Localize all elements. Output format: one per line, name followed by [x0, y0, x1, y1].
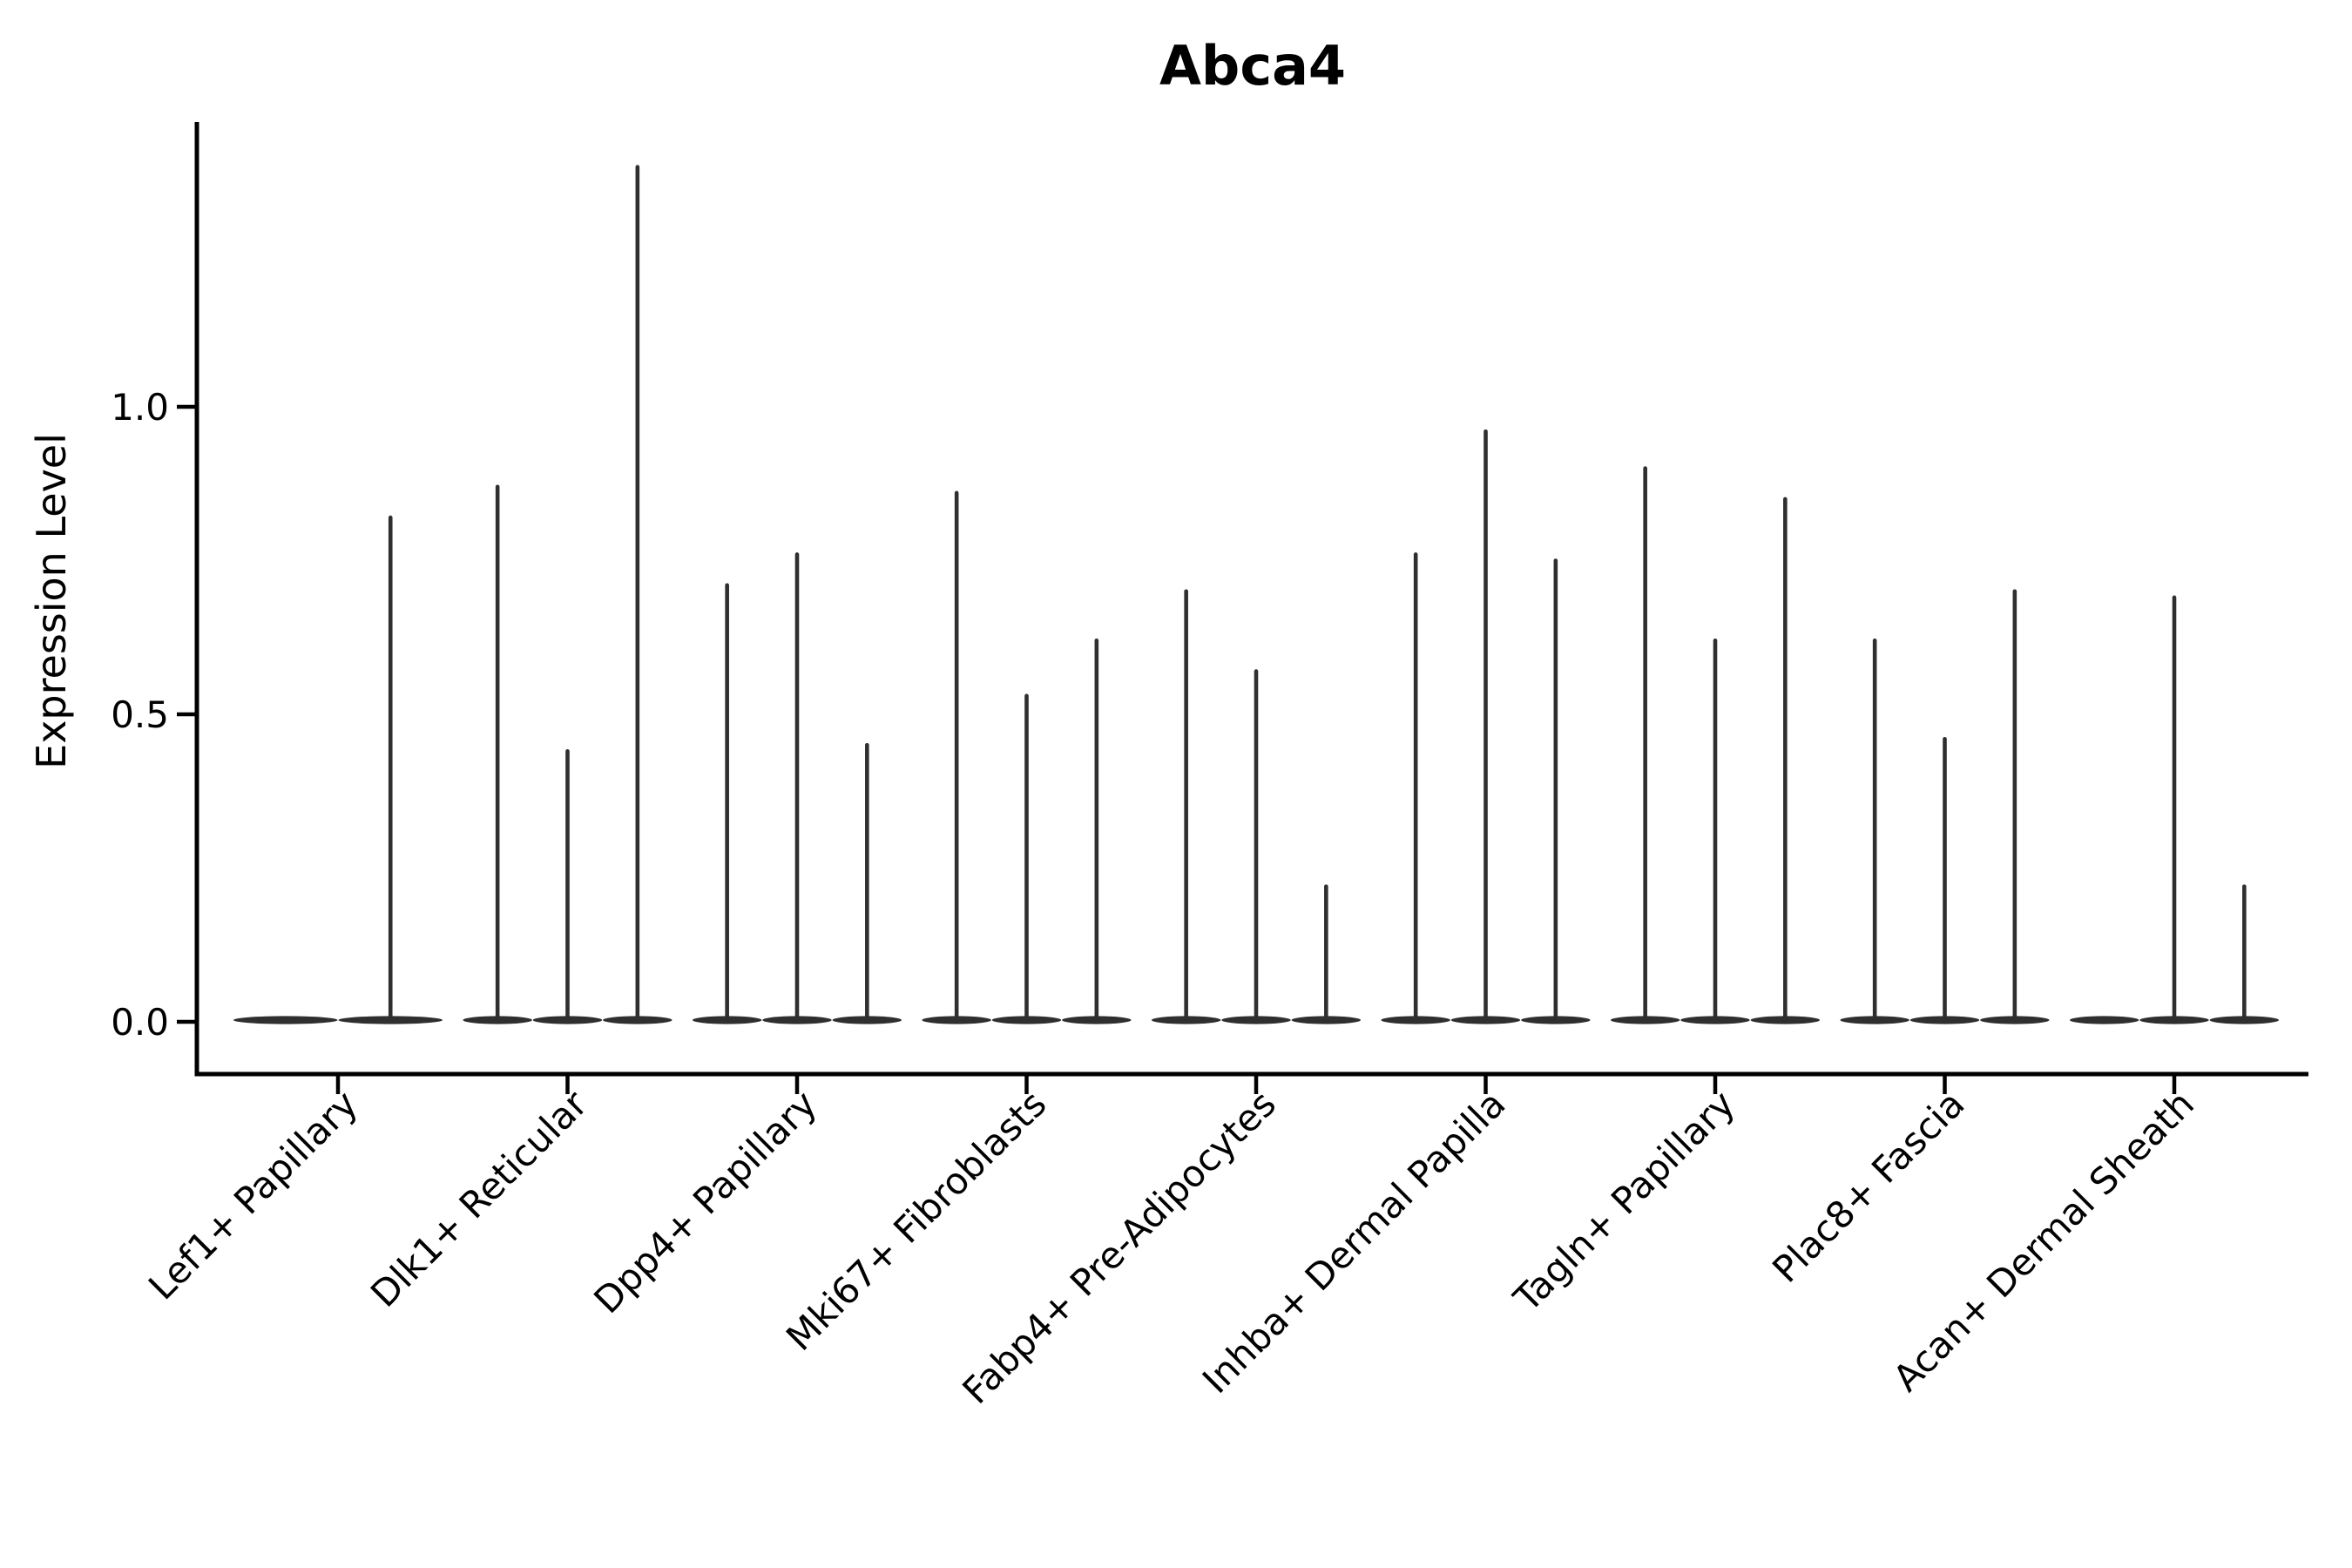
chart-title: Abca4: [1159, 34, 1346, 98]
violin-body: [2070, 1016, 2139, 1024]
x-tick-label: Tagln+ Papillary: [1505, 1082, 1743, 1320]
x-tick-label: Mki67+ Fibroblasts: [778, 1082, 1054, 1358]
y-tick-label: 0.5: [111, 693, 169, 736]
x-tick-label: Plac8+ Fascia: [1764, 1082, 1972, 1290]
violin-layer: [233, 165, 2279, 1024]
y-tick-label: 1.0: [111, 386, 169, 429]
y-tick-label: 0.0: [111, 1001, 169, 1044]
y-axis-label: Expression Level: [28, 433, 75, 769]
x-tick-label: Lef1+ Papillary: [140, 1082, 366, 1308]
violin-body: [233, 1016, 338, 1024]
x-tick-label: Dlk1+ Reticular: [362, 1082, 596, 1315]
x-tick-label: Dpp4+ Papillary: [585, 1082, 825, 1321]
